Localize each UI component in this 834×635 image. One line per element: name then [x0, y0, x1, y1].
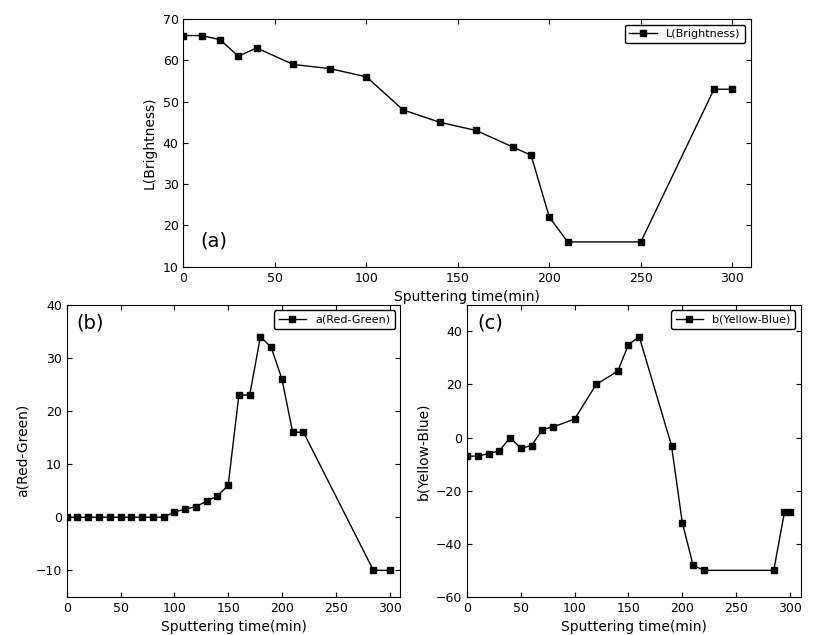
Legend: b(Yellow-Blue): b(Yellow-Blue): [671, 311, 795, 329]
Legend: L(Brightness): L(Brightness): [625, 25, 745, 43]
Y-axis label: L(Brightness): L(Brightness): [143, 97, 157, 189]
Text: (b): (b): [77, 313, 104, 332]
Legend: a(Red-Green): a(Red-Green): [274, 311, 394, 329]
Y-axis label: b(Yellow-Blue): b(Yellow-Blue): [416, 402, 430, 500]
X-axis label: Sputtering time(min): Sputtering time(min): [561, 620, 706, 634]
Text: (a): (a): [200, 232, 228, 251]
Y-axis label: a(Red-Green): a(Red-Green): [16, 404, 30, 497]
Text: (c): (c): [477, 313, 503, 332]
X-axis label: Sputtering time(min): Sputtering time(min): [161, 620, 306, 634]
X-axis label: Sputtering time(min): Sputtering time(min): [394, 290, 540, 304]
